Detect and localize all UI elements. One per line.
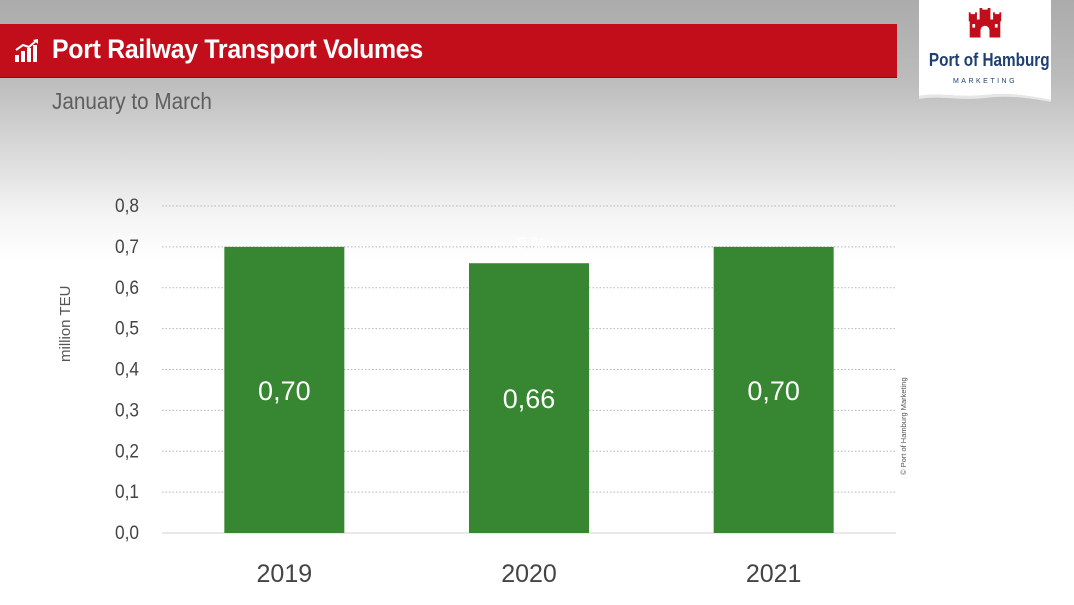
hamburg-castle-emblem-icon (968, 8, 1002, 38)
y-tick-label: 0,7 (115, 237, 139, 258)
y-tick-label: 0,4 (115, 360, 139, 381)
logo-name: Port of Hamburg (928, 50, 1050, 70)
page-title: Port Railway Transport Volumes (52, 34, 423, 64)
y-tick-label: 0,1 (115, 482, 139, 503)
y-tick-label: 0,8 (115, 196, 139, 217)
bar (469, 263, 589, 533)
y-axis-label: million TEU (57, 286, 74, 362)
data-label: 0,70 (258, 376, 311, 406)
logo-banner (919, 0, 1051, 102)
bar (224, 246, 345, 533)
x-tick-label: 2020 (501, 560, 557, 588)
copyright-note: © Port of Hamburg Marketing (899, 377, 908, 475)
bar (713, 246, 834, 533)
y-tick-label: 0,2 (115, 441, 139, 462)
port-of-hamburg-logo: Port of Hamburg MARKETING (919, 0, 1051, 102)
page-subtitle: January to March (52, 88, 212, 114)
logo-tagline: MARKETING (952, 78, 1018, 85)
x-tick-label: 2019 (257, 560, 313, 588)
y-tick-label: 0,0 (115, 523, 139, 544)
y-tick-label: 0,6 (115, 278, 139, 299)
x-tick-label: 2021 (746, 560, 802, 588)
data-label: 0,70 (747, 376, 800, 406)
data-label: 0,66 (503, 384, 556, 414)
y-tick-label: 0,3 (115, 400, 139, 421)
change-annotation: -5 % (512, 234, 547, 253)
y-tick-label: 0,5 (115, 319, 139, 340)
title-bar: Port Railway Transport Volumes (0, 24, 897, 78)
bar-chart-trend-icon (15, 39, 38, 62)
